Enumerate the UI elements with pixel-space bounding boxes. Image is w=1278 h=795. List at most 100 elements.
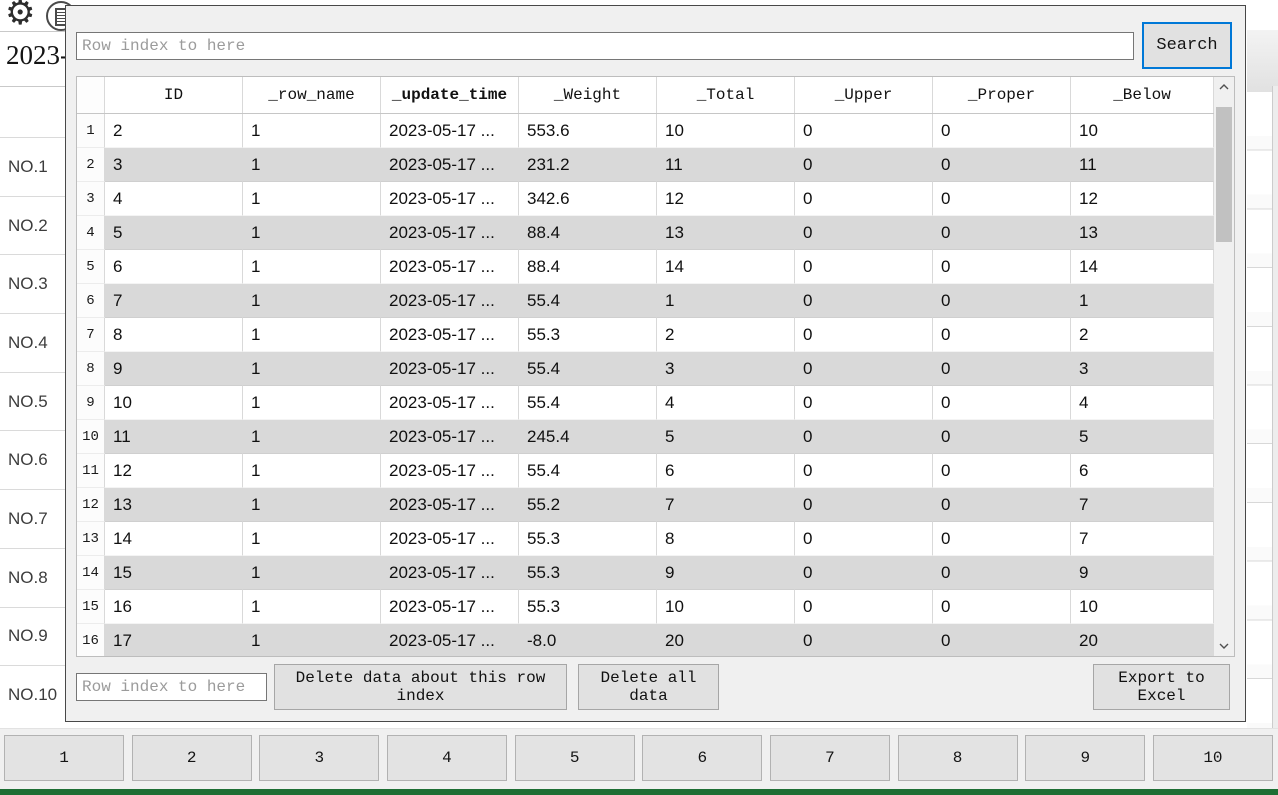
table-cell[interactable]: 55.3 xyxy=(519,590,657,624)
row-number-cell[interactable]: 1 xyxy=(77,114,105,148)
table-cell[interactable]: 1 xyxy=(243,522,381,556)
table-cell[interactable]: 2023-05-17 ... xyxy=(381,250,519,284)
table-cell[interactable]: 1 xyxy=(657,284,795,318)
table-cell[interactable]: 0 xyxy=(795,454,933,488)
column-header-row_name[interactable]: _row_name xyxy=(243,77,381,113)
table-cell[interactable]: 2023-05-17 ... xyxy=(381,386,519,420)
table-cell[interactable]: 1 xyxy=(243,182,381,216)
table-cell[interactable]: 7 xyxy=(1071,522,1214,556)
table-cell[interactable]: 245.4 xyxy=(519,420,657,454)
page-button-6[interactable]: 6 xyxy=(642,735,763,781)
table-cell[interactable]: 14 xyxy=(657,250,795,284)
table-row[interactable]: 13 14 1 2023-05-17 ... 55.3 8 0 0 7 xyxy=(77,522,1214,556)
table-cell[interactable]: 1 xyxy=(243,420,381,454)
table-cell[interactable]: 0 xyxy=(795,250,933,284)
table-cell[interactable]: 553.6 xyxy=(519,114,657,148)
table-cell[interactable]: 1 xyxy=(243,216,381,250)
table-row[interactable]: 4 5 1 2023-05-17 ... 88.4 13 0 0 13 xyxy=(77,216,1214,250)
table-cell[interactable]: 0 xyxy=(933,352,1071,386)
table-cell[interactable]: 1 xyxy=(243,590,381,624)
page-button-3[interactable]: 3 xyxy=(259,735,380,781)
table-cell[interactable]: 0 xyxy=(933,556,1071,590)
table-cell[interactable]: 1 xyxy=(243,114,381,148)
table-row[interactable]: 1 2 1 2023-05-17 ... 553.6 10 0 0 10 xyxy=(77,114,1214,148)
delete-all-button[interactable]: Delete all data xyxy=(578,664,719,710)
table-cell[interactable]: 2023-05-17 ... xyxy=(381,590,519,624)
sidebar-row[interactable]: NO.7 xyxy=(0,489,65,548)
delete-row-button[interactable]: Delete data about this row index xyxy=(274,664,567,710)
column-header-Total[interactable]: _Total xyxy=(657,77,795,113)
table-cell[interactable]: 11 xyxy=(1071,148,1214,182)
table-cell[interactable]: 6 xyxy=(105,250,243,284)
table-cell[interactable]: 5 xyxy=(657,420,795,454)
table-cell[interactable]: 4 xyxy=(657,386,795,420)
table-cell[interactable]: 2023-05-17 ... xyxy=(381,114,519,148)
table-cell[interactable]: 20 xyxy=(1071,624,1214,656)
background-scrollbar[interactable] xyxy=(1273,86,1278,728)
table-cell[interactable]: 12 xyxy=(105,454,243,488)
row-number-cell[interactable]: 15 xyxy=(77,590,105,624)
table-cell[interactable]: 2023-05-17 ... xyxy=(381,556,519,590)
table-cell[interactable]: 12 xyxy=(657,182,795,216)
sidebar-row[interactable]: NO.2 xyxy=(0,195,65,255)
table-cell[interactable]: 10 xyxy=(1071,114,1214,148)
table-cell[interactable]: 10 xyxy=(657,114,795,148)
table-cell[interactable]: 2 xyxy=(105,114,243,148)
table-row[interactable]: 5 6 1 2023-05-17 ... 88.4 14 0 0 14 xyxy=(77,250,1214,284)
scrollbar-thumb[interactable] xyxy=(1216,107,1232,242)
table-cell[interactable]: 5 xyxy=(1071,420,1214,454)
chevron-down-icon[interactable] xyxy=(1214,636,1234,656)
row-number-cell[interactable]: 11 xyxy=(77,454,105,488)
table-cell[interactable]: 0 xyxy=(933,182,1071,216)
row-number-cell[interactable]: 9 xyxy=(77,386,105,420)
table-cell[interactable]: 231.2 xyxy=(519,148,657,182)
table-cell[interactable]: 0 xyxy=(795,216,933,250)
table-cell[interactable]: 88.4 xyxy=(519,216,657,250)
table-cell[interactable]: 4 xyxy=(1071,386,1214,420)
table-cell[interactable]: 8 xyxy=(657,522,795,556)
table-cell[interactable]: 7 xyxy=(1071,488,1214,522)
table-cell[interactable]: 1 xyxy=(243,556,381,590)
table-row[interactable]: 2 3 1 2023-05-17 ... 231.2 11 0 0 11 xyxy=(77,148,1214,182)
column-header-Weight[interactable]: _Weight xyxy=(519,77,657,113)
table-cell[interactable]: 2 xyxy=(657,318,795,352)
table-cell[interactable]: 8 xyxy=(105,318,243,352)
table-cell[interactable]: 2023-05-17 ... xyxy=(381,148,519,182)
table-row[interactable]: 12 13 1 2023-05-17 ... 55.2 7 0 0 7 xyxy=(77,488,1214,522)
table-cell[interactable]: 0 xyxy=(795,284,933,318)
table-cell[interactable]: 2023-05-17 ... xyxy=(381,284,519,318)
table-cell[interactable]: 11 xyxy=(105,420,243,454)
table-cell[interactable]: 0 xyxy=(795,182,933,216)
table-cell[interactable]: -8.0 xyxy=(519,624,657,656)
table-cell[interactable]: 0 xyxy=(933,590,1071,624)
table-row[interactable]: 3 4 1 2023-05-17 ... 342.6 12 0 0 12 xyxy=(77,182,1214,216)
table-cell[interactable]: 1 xyxy=(243,624,381,656)
table-cell[interactable]: 0 xyxy=(933,624,1071,656)
row-number-cell[interactable]: 8 xyxy=(77,352,105,386)
row-number-cell[interactable]: 6 xyxy=(77,284,105,318)
table-cell[interactable]: 13 xyxy=(657,216,795,250)
table-cell[interactable]: 1 xyxy=(243,148,381,182)
page-button-1[interactable]: 1 xyxy=(4,735,124,781)
table-cell[interactable]: 13 xyxy=(105,488,243,522)
sidebar-row[interactable]: NO.5 xyxy=(0,371,65,431)
table-cell[interactable]: 2023-05-17 ... xyxy=(381,182,519,216)
table-cell[interactable]: 16 xyxy=(105,590,243,624)
table-cell[interactable]: 3 xyxy=(105,148,243,182)
table-cell[interactable]: 17 xyxy=(105,624,243,656)
table-cell[interactable]: 10 xyxy=(105,386,243,420)
table-cell[interactable]: 0 xyxy=(933,420,1071,454)
table-cell[interactable]: 3 xyxy=(657,352,795,386)
table-cell[interactable]: 0 xyxy=(795,556,933,590)
table-cell[interactable]: 1 xyxy=(243,454,381,488)
table-cell[interactable]: 342.6 xyxy=(519,182,657,216)
row-number-cell[interactable]: 2 xyxy=(77,148,105,182)
table-cell[interactable]: 13 xyxy=(1071,216,1214,250)
sidebar-row[interactable]: NO.4 xyxy=(0,313,65,372)
row-number-cell[interactable]: 12 xyxy=(77,488,105,522)
table-cell[interactable]: 0 xyxy=(933,148,1071,182)
table-cell[interactable]: 20 xyxy=(657,624,795,656)
page-button-2[interactable]: 2 xyxy=(131,735,252,781)
row-number-cell[interactable]: 13 xyxy=(77,522,105,556)
table-cell[interactable]: 55.4 xyxy=(519,284,657,318)
